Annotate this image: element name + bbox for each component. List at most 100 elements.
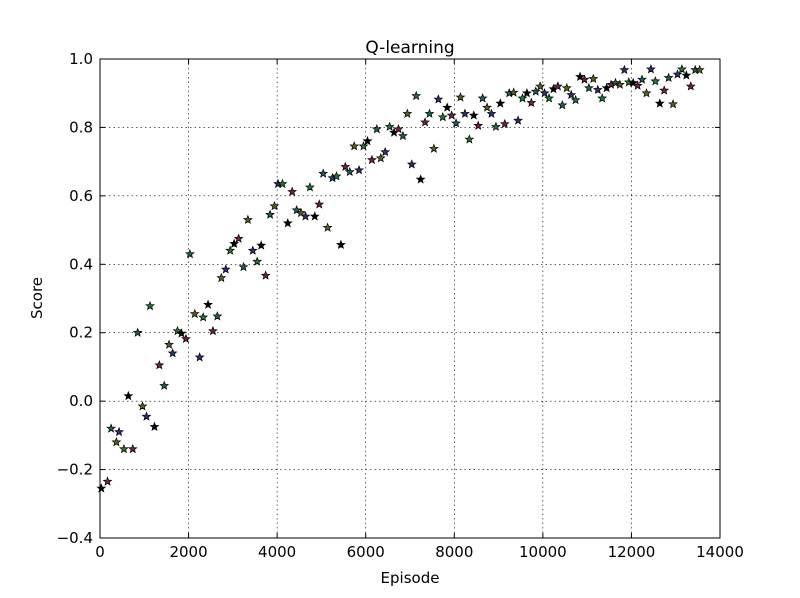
data-point (111, 437, 122, 447)
data-point (464, 134, 475, 144)
y-tick-label: 0.8 (69, 118, 93, 136)
data-point (517, 93, 528, 103)
y-tick-label: 0.2 (69, 324, 93, 342)
data-point (180, 333, 191, 344)
data-point (238, 261, 249, 272)
data-point (482, 102, 492, 112)
data-point (132, 327, 143, 337)
data-point (252, 256, 263, 266)
data-point (433, 94, 444, 104)
data-points (96, 64, 705, 493)
data-point (291, 205, 302, 215)
data-point (451, 118, 461, 128)
data-point (424, 108, 435, 118)
data-point (137, 401, 148, 411)
data-point (490, 121, 501, 131)
data-point (296, 207, 306, 218)
data-point (552, 81, 563, 91)
data-point (420, 117, 430, 127)
data-point (632, 80, 643, 90)
data-point (282, 218, 293, 228)
data-point (304, 182, 315, 192)
data-point (314, 199, 325, 209)
data-point (145, 300, 155, 311)
x-tick-label: 14000 (696, 543, 744, 561)
data-point (229, 238, 240, 248)
data-point (446, 110, 457, 120)
data-point (645, 64, 656, 74)
y-tick-label: −0.4 (57, 529, 93, 547)
data-point (676, 64, 687, 74)
data-point (106, 423, 116, 433)
data-point (318, 168, 329, 178)
data-point (477, 93, 488, 103)
data-point (530, 86, 541, 96)
data-point (406, 159, 417, 169)
data-point (194, 352, 205, 362)
x-axis-label: Episode (381, 569, 440, 587)
data-point (557, 100, 568, 110)
data-point (575, 71, 585, 81)
chart-title: Q-learning (365, 38, 454, 58)
data-point (164, 339, 175, 349)
data-point (203, 299, 213, 309)
data-point (176, 328, 187, 338)
data-point (340, 161, 351, 171)
x-tick-label: 6000 (347, 543, 385, 561)
data-point (208, 325, 218, 336)
data-point (455, 92, 466, 102)
data-point (561, 82, 572, 93)
data-point (428, 143, 439, 153)
x-tick-label: 0 (95, 543, 105, 561)
data-point (473, 120, 484, 130)
data-point (358, 141, 369, 151)
data-point (277, 178, 288, 189)
x-tick-label: 4000 (258, 543, 296, 561)
data-point (508, 87, 519, 97)
data-point (654, 98, 665, 108)
y-axis-label: Score (28, 277, 46, 319)
data-point (583, 82, 594, 93)
plot-area-frame (99, 58, 721, 539)
data-point (127, 443, 138, 454)
data-point (402, 108, 413, 118)
data-point (242, 214, 253, 224)
data-point (167, 348, 178, 358)
data-point (393, 123, 404, 134)
data-point (118, 443, 129, 454)
data-point (184, 248, 195, 259)
data-point (437, 111, 448, 122)
data-point (216, 272, 227, 283)
data-point (637, 74, 647, 84)
data-point (349, 141, 360, 151)
data-point (619, 64, 630, 75)
axis-ticks: 0 2000 4000 6000 8000 10000 12000 14000 −0.4 −0.2… (57, 50, 744, 561)
data-point (570, 94, 581, 105)
data-point (265, 209, 275, 219)
data-point (539, 88, 550, 98)
data-point (225, 245, 236, 255)
data-point (694, 64, 705, 75)
data-point (172, 325, 183, 336)
data-point (592, 84, 603, 94)
data-point (154, 360, 165, 370)
data-point (495, 98, 506, 108)
data-point (513, 115, 523, 125)
data-point (623, 77, 634, 87)
data-point (287, 186, 298, 196)
data-point (535, 81, 546, 91)
data-point (685, 81, 696, 91)
data-point (149, 421, 160, 431)
data-point (362, 135, 373, 146)
data-point (198, 312, 209, 322)
data-point (375, 153, 386, 163)
data-point (397, 130, 408, 141)
data-point (114, 426, 124, 437)
data-point (668, 98, 678, 109)
data-point (650, 76, 661, 86)
data-point (247, 245, 258, 255)
data-point (597, 93, 608, 103)
data-point (141, 411, 152, 421)
data-point (521, 88, 532, 98)
